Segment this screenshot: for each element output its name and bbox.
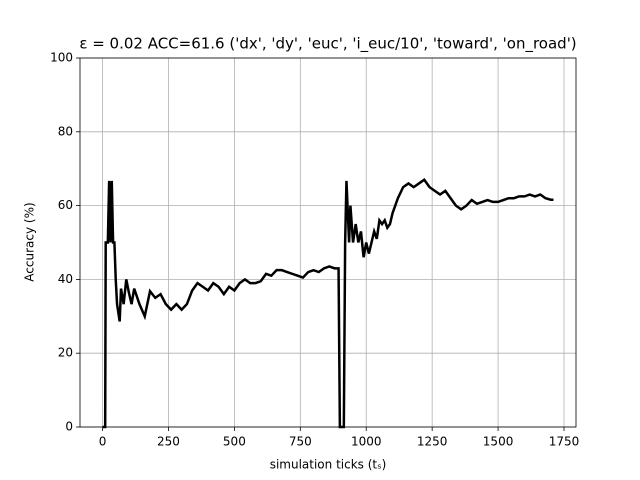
x-tick-label: 500 (223, 435, 246, 449)
x-tick-label: 1750 (549, 435, 580, 449)
x-tick-label: 0 (99, 435, 107, 449)
plot-frame (79, 57, 577, 428)
x-tick-label: 1000 (351, 435, 382, 449)
x-axis-label: simulation ticks (tₛ) (270, 458, 387, 472)
x-tick-label: 1250 (417, 435, 448, 449)
y-tick-label: 20 (58, 346, 73, 360)
y-tick-label: 80 (58, 124, 73, 138)
x-tick-label: 1500 (483, 435, 514, 449)
y-tick-label: 100 (50, 51, 73, 65)
chart-title: ε = 0.02 ACC=61.6 ('dx', 'dy', 'euc', 'i… (79, 35, 576, 54)
x-tick-label: 750 (289, 435, 312, 449)
y-tick-label: 60 (58, 198, 73, 212)
y-axis-label: Accuracy (%) (23, 202, 37, 281)
y-tick-label: 0 (65, 420, 73, 434)
y-tick-label: 40 (58, 272, 73, 286)
x-tick-label: 250 (157, 435, 180, 449)
data-line (102, 178, 554, 429)
